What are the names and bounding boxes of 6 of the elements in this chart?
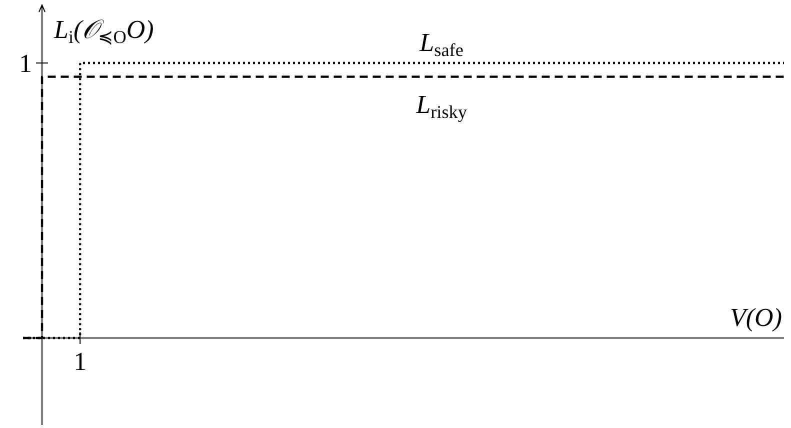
series-label: L$_{safe}$	[418, 28, 464, 60]
annotation: 1	[19, 49, 32, 78]
text: 1	[74, 347, 87, 376]
series-label: L$_{risky}$	[415, 90, 468, 122]
x-axis-title: V(O)	[730, 303, 782, 332]
y-axis-title: L$_{i}$(𝒪$_{≼O}$O)	[53, 15, 154, 46]
